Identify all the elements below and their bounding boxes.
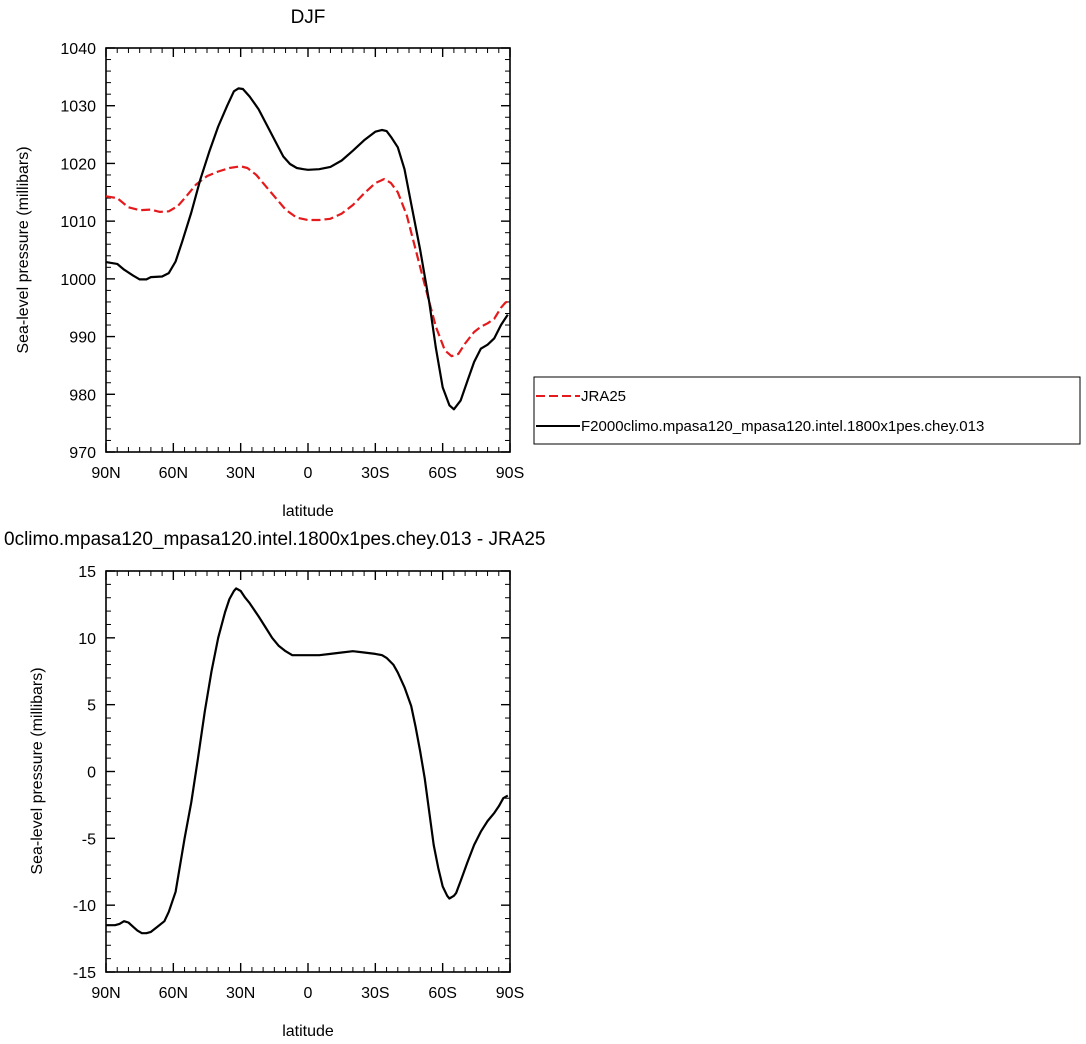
legend-label-model: F2000climo.mpasa120_mpasa120.intel.1800x…: [581, 418, 984, 435]
top-chart-ytick-label: 990: [69, 330, 96, 347]
bottom-chart-y-axis-label: Sea-level pressure (millibars): [29, 667, 46, 874]
bottom-chart-ytick-label: 15: [78, 564, 96, 581]
top-chart-ytick-label: 1030: [60, 99, 96, 116]
bottom-chart-series-line-0: [106, 587, 509, 935]
bottom-chart-ytick-label: -15: [73, 965, 96, 982]
bottom-chart-xtick-label: 30S: [361, 985, 389, 1002]
top-chart-title: DJF: [291, 7, 326, 28]
bottom-chart-ytick-label: 5: [87, 698, 96, 715]
bottom-chart-x-axis-label: latitude: [282, 1023, 334, 1040]
bottom-chart-ytick-label: -10: [73, 898, 96, 915]
top-chart-ticks: 90N 60N 30N 0 30S 60S 90S 970 980 990 1000 1010 1020…: [60, 41, 524, 482]
bottom-chart-ytick-label: -5: [82, 831, 96, 848]
top-chart-xtick-label: 60N: [159, 465, 188, 482]
top-chart-series: [105, 87, 511, 411]
legend: JRA25 F2000climo.mpasa120_mpasa120.intel…: [533, 376, 1081, 445]
top-chart-series-line-0: [105, 165, 511, 358]
top-chart-x-axis-label: latitude: [282, 503, 334, 520]
top-chart: DJF 90N 60N 30N 0 30S 60S 90S 970 980 990 1000 1010…: [15, 7, 1081, 520]
top-chart-plot-frame: [105, 47, 511, 453]
top-chart-xtick-label: 0: [304, 465, 313, 482]
top-chart-ytick-label: 1020: [60, 156, 96, 173]
top-chart-xtick-label: 90S: [496, 465, 524, 482]
bottom-chart-ytick-label: 0: [87, 765, 96, 782]
bottom-chart-xtick-label: 0: [304, 985, 313, 1002]
bottom-chart-title: 0climo.mpasa120_mpasa120.intel.1800x1pes…: [4, 529, 545, 550]
top-chart-ytick-label: 980: [69, 387, 96, 404]
top-chart-series-line-1: [105, 87, 509, 411]
bottom-chart: 0climo.mpasa120_mpasa120.intel.1800x1pes…: [4, 529, 545, 1040]
bottom-chart-xtick-label: 90S: [496, 985, 524, 1002]
bottom-chart-xtick-label: 90N: [91, 985, 120, 1002]
top-chart-ytick-label: 1040: [60, 41, 96, 58]
bottom-chart-xtick-label: 30N: [226, 985, 255, 1002]
top-chart-ytick-label: 1010: [60, 214, 96, 231]
bottom-chart-ticks: 90N 60N 30N 0 30S 60S 90S -15 -10 -5 0 5 10 15: [73, 564, 524, 1002]
bottom-chart-plot-frame: [105, 570, 511, 973]
bottom-chart-series: [106, 587, 509, 935]
top-chart-ytick-label: 1000: [60, 272, 96, 289]
bottom-chart-xtick-label: 60S: [428, 985, 456, 1002]
top-chart-xtick-label: 60S: [428, 465, 456, 482]
top-chart-ytick-label: 970: [69, 445, 96, 462]
top-chart-xtick-label: 30N: [226, 465, 255, 482]
bottom-chart-xtick-label: 60N: [159, 985, 188, 1002]
top-chart-y-axis-label: Sea-level pressure (millibars): [15, 146, 32, 353]
legend-label-jra25: JRA25: [581, 388, 626, 405]
top-chart-xtick-label: 30S: [361, 465, 389, 482]
legend-box: [533, 376, 1081, 445]
bottom-chart-ytick-label: 10: [78, 631, 96, 648]
top-chart-xtick-label: 90N: [91, 465, 120, 482]
